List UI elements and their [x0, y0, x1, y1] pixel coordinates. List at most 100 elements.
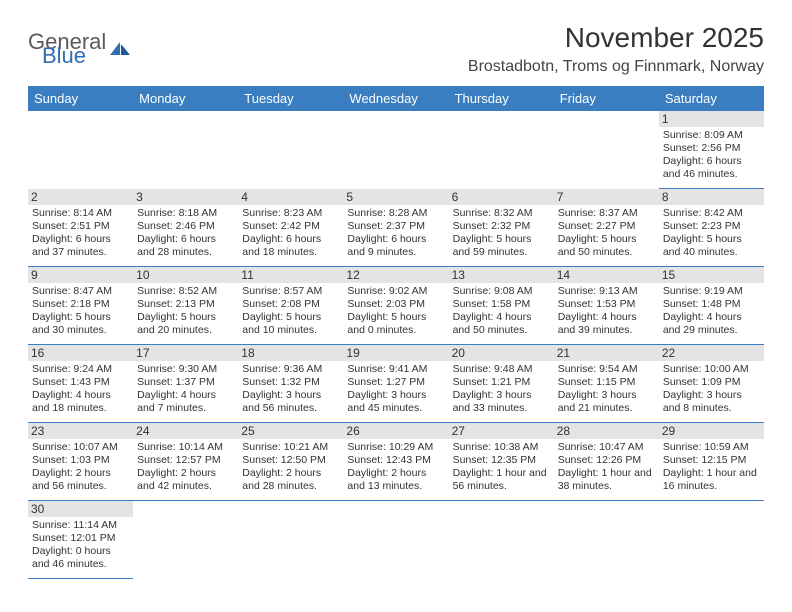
day-number: 11	[238, 267, 343, 283]
sunrise-text: Sunrise: 10:14 AM	[137, 441, 234, 454]
daylight-text: Daylight: 5 hours	[32, 311, 129, 324]
day-number: 22	[659, 345, 764, 361]
sunset-text: Sunset: 12:50 PM	[242, 454, 339, 467]
day-number: 28	[554, 423, 659, 439]
daylight-text: Daylight: 4 hours	[663, 311, 760, 324]
daylight-text: Daylight: 5 hours	[663, 233, 760, 246]
daylight-text: Daylight: 2 hours	[32, 467, 129, 480]
empty-cell	[238, 501, 343, 579]
day-number: 2	[28, 189, 133, 205]
empty-cell	[449, 111, 554, 189]
day-number: 1	[659, 111, 764, 127]
daylight-text: Daylight: 4 hours	[137, 389, 234, 402]
daylight-text: and 45 minutes.	[347, 402, 444, 415]
sunrise-text: Sunrise: 8:28 AM	[347, 207, 444, 220]
day-header: Thursday	[449, 86, 554, 111]
daylight-text: Daylight: 5 hours	[242, 311, 339, 324]
daylight-text: Daylight: 3 hours	[453, 389, 550, 402]
daylight-text: Daylight: 2 hours	[137, 467, 234, 480]
sunset-text: Sunset: 12:26 PM	[558, 454, 655, 467]
calendar-body: 1Sunrise: 8:09 AMSunset: 2:56 PMDaylight…	[28, 111, 764, 579]
sunrise-text: Sunrise: 10:59 AM	[663, 441, 760, 454]
day-number: 8	[659, 189, 764, 205]
daylight-text: and 7 minutes.	[137, 402, 234, 415]
sunset-text: Sunset: 12:35 PM	[453, 454, 550, 467]
sunset-text: Sunset: 1:09 PM	[663, 376, 760, 389]
sunset-text: Sunset: 1:03 PM	[32, 454, 129, 467]
daylight-text: and 18 minutes.	[32, 402, 129, 415]
day-cell: 14Sunrise: 9:13 AMSunset: 1:53 PMDayligh…	[554, 267, 659, 345]
sunrise-text: Sunrise: 10:47 AM	[558, 441, 655, 454]
daylight-text: and 37 minutes.	[32, 246, 129, 259]
day-number: 5	[343, 189, 448, 205]
calendar-row: 16Sunrise: 9:24 AMSunset: 1:43 PMDayligh…	[28, 345, 764, 423]
day-number: 27	[449, 423, 554, 439]
daylight-text: 56 minutes.	[453, 480, 550, 493]
day-cell: 10Sunrise: 8:52 AMSunset: 2:13 PMDayligh…	[133, 267, 238, 345]
sunset-text: Sunset: 2:03 PM	[347, 298, 444, 311]
daylight-text: 16 minutes.	[663, 480, 760, 493]
sunset-text: Sunset: 2:13 PM	[137, 298, 234, 311]
empty-cell	[343, 501, 448, 579]
day-cell: 9Sunrise: 8:47 AMSunset: 2:18 PMDaylight…	[28, 267, 133, 345]
brand-part2: Blue	[42, 46, 106, 66]
calendar-row: 2Sunrise: 8:14 AMSunset: 2:51 PMDaylight…	[28, 189, 764, 267]
daylight-text: Daylight: 4 hours	[453, 311, 550, 324]
daylight-text: and 30 minutes.	[32, 324, 129, 337]
sunset-text: Sunset: 12:01 PM	[32, 532, 129, 545]
daylight-text: Daylight: 1 hour and	[663, 467, 760, 480]
daylight-text: and 28 minutes.	[137, 246, 234, 259]
empty-cell	[554, 111, 659, 189]
sunset-text: Sunset: 1:48 PM	[663, 298, 760, 311]
day-cell: 26Sunrise: 10:29 AMSunset: 12:43 PMDayli…	[343, 423, 448, 501]
title-block: November 2025 Brostadbotn, Troms og Finn…	[468, 22, 764, 76]
daylight-text: Daylight: 1 hour and	[558, 467, 655, 480]
day-number: 17	[133, 345, 238, 361]
sunset-text: Sunset: 2:56 PM	[663, 142, 760, 155]
month-title: November 2025	[468, 22, 764, 54]
day-cell: 12Sunrise: 9:02 AMSunset: 2:03 PMDayligh…	[343, 267, 448, 345]
sunset-text: Sunset: 12:15 PM	[663, 454, 760, 467]
day-number: 21	[554, 345, 659, 361]
daylight-text: and 0 minutes.	[347, 324, 444, 337]
day-cell: 23Sunrise: 10:07 AMSunset: 1:03 PMDaylig…	[28, 423, 133, 501]
day-header: Friday	[554, 86, 659, 111]
day-number: 25	[238, 423, 343, 439]
daylight-text: Daylight: 6 hours	[137, 233, 234, 246]
sunset-text: Sunset: 2:42 PM	[242, 220, 339, 233]
day-number: 7	[554, 189, 659, 205]
day-cell: 18Sunrise: 9:36 AMSunset: 1:32 PMDayligh…	[238, 345, 343, 423]
day-cell: 1Sunrise: 8:09 AMSunset: 2:56 PMDaylight…	[659, 111, 764, 189]
day-header: Sunday	[28, 86, 133, 111]
day-number: 15	[659, 267, 764, 283]
daylight-text: and 33 minutes.	[453, 402, 550, 415]
daylight-text: and 40 minutes.	[663, 246, 760, 259]
daylight-text: Daylight: 6 hours	[347, 233, 444, 246]
daylight-text: and 9 minutes.	[347, 246, 444, 259]
day-cell: 20Sunrise: 9:48 AMSunset: 1:21 PMDayligh…	[449, 345, 554, 423]
sunset-text: Sunset: 1:58 PM	[453, 298, 550, 311]
sunset-text: Sunset: 2:51 PM	[32, 220, 129, 233]
day-cell: 7Sunrise: 8:37 AMSunset: 2:27 PMDaylight…	[554, 189, 659, 267]
day-number: 20	[449, 345, 554, 361]
daylight-text: Daylight: 3 hours	[558, 389, 655, 402]
sunset-text: Sunset: 1:27 PM	[347, 376, 444, 389]
brand-text: General Blue	[28, 32, 106, 66]
day-header: Tuesday	[238, 86, 343, 111]
day-cell: 29Sunrise: 10:59 AMSunset: 12:15 PMDayli…	[659, 423, 764, 501]
sunset-text: Sunset: 1:37 PM	[137, 376, 234, 389]
empty-cell	[554, 501, 659, 579]
sunrise-text: Sunrise: 9:02 AM	[347, 285, 444, 298]
day-number: 24	[133, 423, 238, 439]
sunset-text: Sunset: 2:32 PM	[453, 220, 550, 233]
daylight-text: Daylight: 5 hours	[347, 311, 444, 324]
day-cell: 22Sunrise: 10:00 AMSunset: 1:09 PMDaylig…	[659, 345, 764, 423]
daylight-text: Daylight: 0 hours	[32, 545, 129, 558]
daylight-text: Daylight: 2 hours	[242, 467, 339, 480]
day-cell: 30Sunrise: 11:14 AMSunset: 12:01 PMDayli…	[28, 501, 133, 579]
sunrise-text: Sunrise: 9:41 AM	[347, 363, 444, 376]
day-cell: 2Sunrise: 8:14 AMSunset: 2:51 PMDaylight…	[28, 189, 133, 267]
daylight-text: Daylight: 3 hours	[347, 389, 444, 402]
daylight-text: and 50 minutes.	[453, 324, 550, 337]
sunset-text: Sunset: 2:08 PM	[242, 298, 339, 311]
